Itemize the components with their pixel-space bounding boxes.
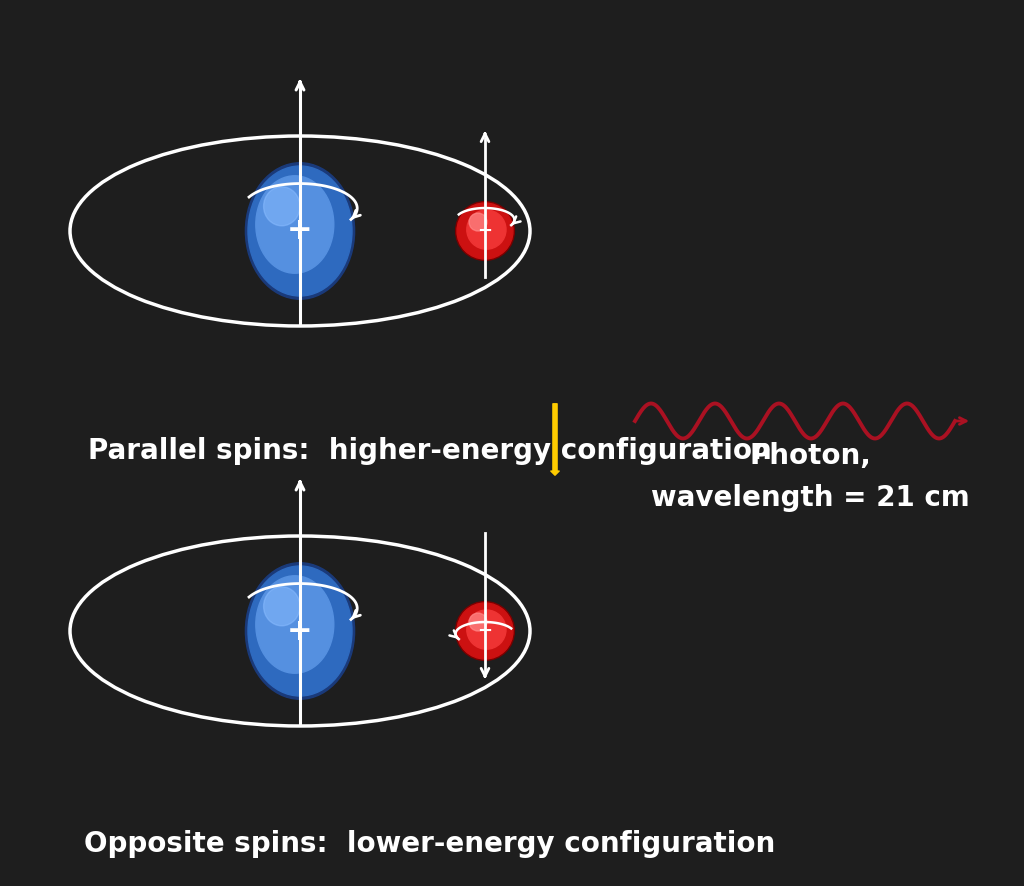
Circle shape (467, 210, 506, 249)
Ellipse shape (246, 563, 354, 699)
Circle shape (469, 613, 487, 631)
Circle shape (467, 610, 506, 649)
Ellipse shape (256, 175, 334, 273)
Text: Parallel spins:  higher-energy configuration: Parallel spins: higher-energy configurat… (88, 437, 772, 465)
Circle shape (469, 213, 487, 231)
Text: +: + (287, 216, 312, 245)
Text: −: − (477, 222, 493, 240)
Text: wavelength = 21 cm: wavelength = 21 cm (650, 484, 970, 512)
Text: Opposite spins:  lower-energy configuration: Opposite spins: lower-energy configurati… (84, 830, 775, 858)
Text: Photon,: Photon, (750, 442, 871, 470)
Text: −: − (477, 622, 493, 640)
Circle shape (456, 602, 514, 660)
Circle shape (457, 203, 513, 259)
Circle shape (457, 603, 513, 659)
Ellipse shape (246, 163, 354, 299)
Text: +: + (287, 617, 312, 646)
Ellipse shape (256, 576, 334, 673)
Ellipse shape (263, 587, 300, 626)
Ellipse shape (248, 166, 352, 296)
Ellipse shape (263, 187, 300, 226)
Ellipse shape (248, 566, 352, 696)
Circle shape (456, 202, 514, 260)
